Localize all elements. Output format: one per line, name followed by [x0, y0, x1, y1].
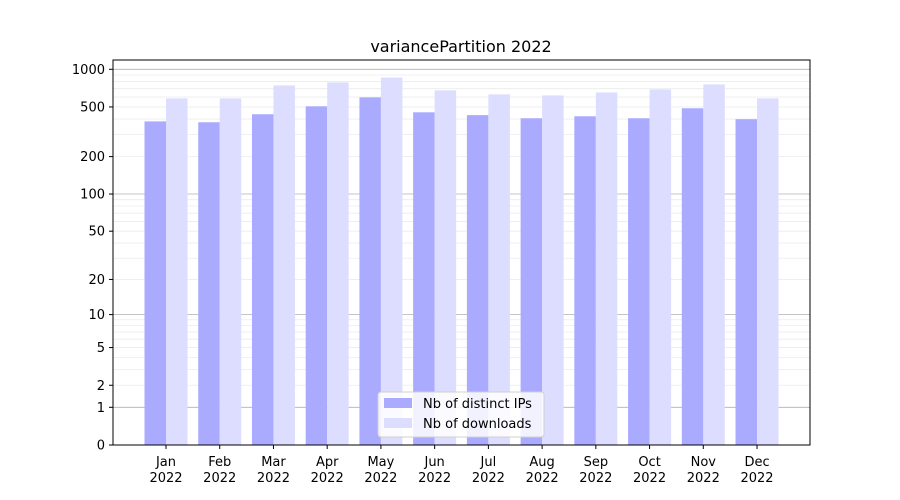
x-tick-label-line: 2022: [579, 471, 612, 486]
y-tick-label: 5: [97, 341, 105, 356]
x-tick-label-line: May: [367, 455, 394, 470]
y-tick-label: 20: [88, 273, 105, 288]
x-tick-label-line: 2022: [203, 471, 236, 486]
x-tick-label-line: Jun: [423, 455, 444, 470]
x-tick-label-line: Oct: [638, 455, 660, 470]
x-tick-label-line: Mar: [261, 455, 286, 470]
bar-distinct-ips: [305, 106, 328, 446]
bar-distinct-ips: [251, 114, 274, 445]
x-tick-label: Jul 2022: [472, 455, 505, 486]
y-tick-label: 100: [80, 188, 105, 203]
x-tick-label: Sep 2022: [579, 455, 612, 486]
legend-label: Nb of downloads: [423, 417, 532, 432]
x-tick-label-line: Dec: [744, 455, 769, 470]
x-tick-label-line: 2022: [526, 471, 559, 486]
y-tick-label: 1: [97, 401, 105, 416]
x-tick-label-line: Sep: [584, 455, 609, 470]
bar-distinct-ips: [413, 112, 435, 446]
x-tick-label: Feb 2022: [203, 455, 236, 486]
x-tick-label: Nov 2022: [687, 455, 720, 486]
chart-title: variancePartition 2022: [370, 37, 551, 56]
bar-downloads: [327, 82, 349, 446]
bar-downloads: [488, 94, 510, 445]
bar-downloads: [703, 84, 725, 445]
bar-downloads: [542, 95, 564, 445]
bar-downloads: [757, 98, 779, 445]
x-tick-label-line: 2022: [472, 471, 505, 486]
x-tick-label-line: Aug: [529, 455, 554, 470]
bar-distinct-ips: [198, 122, 220, 445]
y-tick-label: 10: [88, 308, 105, 323]
x-tick-label-line: 2022: [311, 471, 344, 486]
bar-distinct-ips: [574, 116, 596, 445]
bar-downloads: [273, 85, 295, 446]
x-tick-label: Apr 2022: [311, 455, 344, 486]
x-tick-label-line: Jul: [480, 455, 497, 470]
legend-label: Nb of distinct IPs: [423, 397, 532, 412]
plot-frame: [112, 59, 811, 446]
bar-downloads: [649, 89, 672, 445]
x-tick-label-line: 2022: [687, 471, 720, 486]
bar-downloads: [434, 90, 457, 446]
y-tick-label: 2: [97, 379, 105, 394]
x-tick-label-line: 2022: [257, 471, 290, 486]
bar-distinct-ips: [144, 121, 166, 445]
bar-distinct-ips: [735, 119, 758, 445]
y-tick-label: 500: [80, 100, 105, 115]
legend-swatch: [384, 418, 412, 428]
x-tick-label: Mar 2022: [257, 455, 290, 486]
bar-distinct-ips: [359, 97, 381, 446]
bars: [144, 77, 779, 446]
y-tick-label: 50: [88, 225, 105, 240]
x-tick-label: Oct 2022: [633, 455, 666, 486]
x-tick-label: Jan 2022: [149, 455, 182, 486]
legend-box: [377, 391, 545, 438]
x-tick-label-line: Nov: [691, 455, 717, 470]
x-tick-label-line: 2022: [149, 471, 182, 486]
bar-downloads: [595, 92, 618, 445]
y-tick-label: 0: [97, 439, 105, 454]
y-tick-label: 1000: [72, 63, 105, 78]
y-tick-label: 200: [80, 150, 105, 165]
x-tick-label: May 2022: [364, 455, 397, 486]
bar-downloads: [166, 98, 188, 445]
bar-distinct-ips: [628, 118, 650, 445]
legend: Nb of distinct IPs Nb of downloads: [377, 391, 545, 438]
x-tick-label-line: 2022: [364, 471, 397, 486]
y-axis: 0 1 2 5 10 20 50 100 200 500 1000: [72, 63, 113, 454]
x-tick-label: Dec 2022: [740, 455, 773, 486]
bar-distinct-ips: [466, 115, 489, 446]
x-tick-label-line: 2022: [418, 471, 451, 486]
x-tick-label-line: Apr: [316, 455, 339, 470]
bar-downloads: [380, 77, 403, 445]
x-tick-label-line: 2022: [633, 471, 666, 486]
x-tick-label-line: 2022: [740, 471, 773, 486]
bar-distinct-ips: [520, 118, 543, 445]
bar-downloads: [219, 98, 242, 445]
legend-swatch: [384, 398, 412, 408]
bar-distinct-ips: [681, 108, 704, 445]
x-tick-label: Jun 2022: [418, 455, 451, 486]
x-tick-label-line: Feb: [208, 455, 231, 470]
x-tick-label: Aug 2022: [526, 455, 559, 486]
x-tick-label-line: Jan: [155, 455, 176, 470]
